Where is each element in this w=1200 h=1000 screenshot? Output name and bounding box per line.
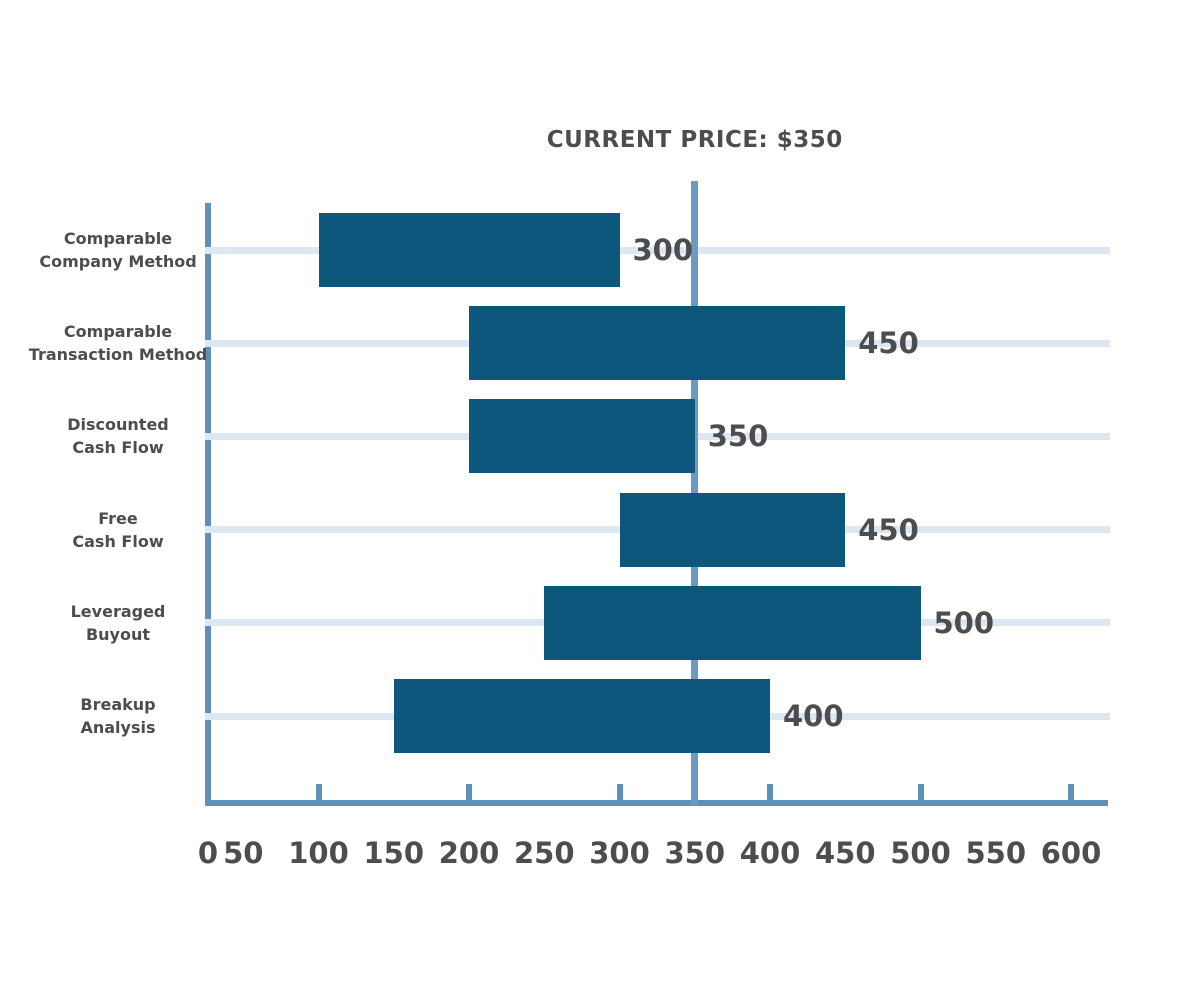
bar-high-value: 450 [858, 512, 919, 547]
x-axis-tick-label: 150 [363, 836, 425, 870]
category-label: Comparable Transaction Method [26, 320, 210, 366]
x-axis-tick-label: 400 [739, 836, 801, 870]
category-label-line: Comparable [63, 322, 173, 342]
category-label-line: Free [98, 508, 138, 528]
x-axis-tick [1068, 784, 1074, 800]
category-label-line: Buyout [85, 624, 151, 644]
bar-high-value: 350 [707, 419, 769, 454]
x-axis-tick-label: 550 [965, 836, 1027, 870]
bar-high-value: 300 [632, 233, 694, 267]
x-axis-tick [315, 784, 322, 800]
x-axis-tick-label: 50 [223, 836, 264, 870]
category-label-line: Transaction Method [28, 345, 208, 365]
x-axis-tick-label: 100 [288, 836, 349, 870]
row-gridline [205, 246, 1110, 254]
valuation-range-bar [469, 306, 846, 381]
x-axis-tick [616, 784, 623, 800]
x-axis-tick-label: 200 [438, 836, 500, 870]
valuation-range-bar [318, 213, 620, 287]
category-label-line: Breakup [80, 695, 156, 714]
category-label-line: Cash Flow [72, 531, 164, 551]
x-axis-tick [767, 784, 773, 800]
bar-high-value: 500 [933, 605, 995, 640]
category-label: Comparable Company Method [26, 227, 210, 273]
category-label-line: Comparable [63, 229, 173, 248]
x-axis-tick-label: 350 [664, 836, 726, 870]
category-label-line: Leveraged [70, 601, 166, 621]
category-label-line: Discounted [67, 415, 169, 435]
valuation-range-bar [544, 585, 921, 660]
x-axis-tick-label: 300 [589, 836, 650, 870]
x-axis-tick-label: 0 [197, 836, 219, 870]
bar-high-value: 450 [858, 326, 919, 361]
y-axis-line [205, 203, 211, 806]
x-axis-tick [917, 784, 924, 800]
x-axis-tick-label: 250 [513, 836, 575, 870]
category-label: Breakup Analysis [26, 693, 210, 739]
valuation-range-bar [469, 399, 695, 474]
x-axis-tick-label: 450 [814, 836, 876, 870]
category-label-line: Company Method [39, 252, 197, 271]
chart-title: CURRENT PRICE: $350 [546, 127, 843, 153]
valuation-range-bar [393, 679, 770, 753]
category-label-line: Cash Flow [72, 438, 164, 458]
category-label-line: Analysis [80, 718, 156, 737]
x-axis-tick-label: 500 [890, 836, 951, 870]
x-axis-tick [466, 784, 472, 800]
bar-high-value: 400 [783, 699, 844, 733]
category-label: Leveraged Buyout [26, 600, 210, 646]
x-axis-tick-label: 600 [1040, 836, 1102, 870]
category-label: Discounted Cash Flow [26, 413, 210, 459]
category-label: Free Cash Flow [26, 507, 210, 553]
x-axis-line [205, 800, 1108, 806]
valuation-range-bar [619, 492, 846, 567]
